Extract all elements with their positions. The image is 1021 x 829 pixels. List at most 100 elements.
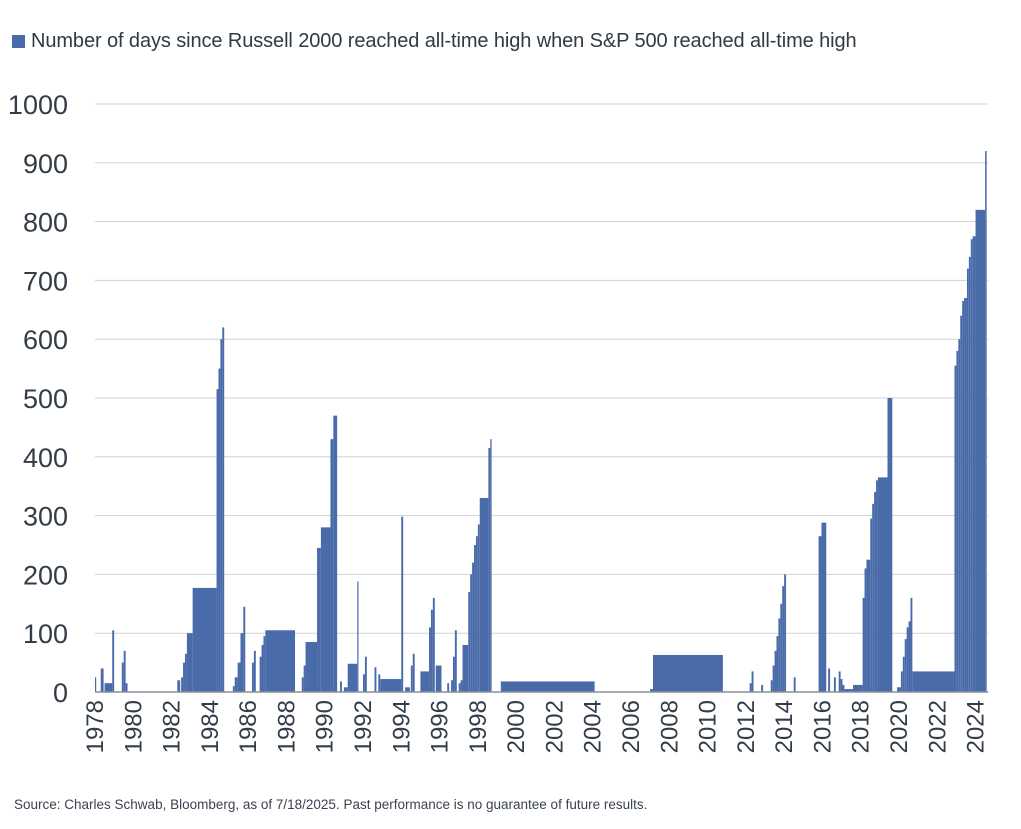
y-tick-label: 800 <box>23 208 68 238</box>
data-bar <box>100 668 104 692</box>
y-tick-label: 200 <box>23 560 68 590</box>
data-bar <box>772 665 775 692</box>
x-tick-label: 2016 <box>809 700 836 753</box>
data-bar <box>870 518 873 692</box>
data-bar <box>301 677 304 692</box>
data-bar <box>780 603 783 692</box>
data-bar <box>261 644 264 692</box>
y-tick-label: 100 <box>23 619 68 649</box>
x-tick-label: 2006 <box>618 700 645 753</box>
data-bar <box>964 298 967 692</box>
x-tick-label: 1992 <box>350 700 377 753</box>
data-bar <box>218 368 221 692</box>
y-tick-label: 300 <box>23 502 68 532</box>
data-bar <box>430 609 433 692</box>
data-bar <box>121 662 124 692</box>
data-bar <box>902 656 905 692</box>
data-bar <box>234 677 238 692</box>
data-bar <box>956 350 959 692</box>
data-bar <box>488 447 491 692</box>
data-bar <box>474 545 476 692</box>
x-tick-label: 2024 <box>963 700 990 753</box>
data-bar <box>897 687 901 692</box>
x-tick-label: 1978 <box>82 700 109 753</box>
data-bar <box>770 680 773 692</box>
data-bar <box>821 522 827 692</box>
x-tick-label: 2008 <box>656 700 683 753</box>
data-bar <box>472 562 475 692</box>
x-tick-label: 2014 <box>771 700 798 753</box>
data-bar <box>475 536 478 692</box>
data-bar <box>380 679 402 692</box>
data-bar <box>866 559 871 692</box>
data-bar <box>900 671 903 692</box>
data-bar <box>968 256 971 692</box>
data-bar <box>985 151 987 693</box>
data-bar <box>966 268 969 692</box>
data-bar <box>784 574 787 692</box>
x-tick-label: 1996 <box>427 700 454 753</box>
data-bar <box>451 680 453 692</box>
data-bar <box>253 650 256 692</box>
x-tick-label: 1998 <box>465 700 492 753</box>
data-bar <box>410 665 413 692</box>
data-bar <box>125 683 128 692</box>
x-tick-label: 1980 <box>120 700 147 753</box>
data-bar <box>429 627 431 692</box>
data-bar <box>432 597 435 692</box>
data-bar <box>343 687 348 692</box>
data-bar <box>303 665 306 692</box>
x-tick-label: 2002 <box>541 700 568 753</box>
data-bar <box>838 671 841 692</box>
data-bar <box>862 597 865 692</box>
x-tick-label: 2000 <box>503 700 530 753</box>
data-bar <box>181 677 184 692</box>
data-bar <box>405 687 410 692</box>
data-bar <box>186 633 193 692</box>
data-bar <box>840 679 843 692</box>
chart-legend: Number of days since Russell 2000 reache… <box>12 30 857 53</box>
data-bar <box>500 681 595 692</box>
data-bar <box>904 639 907 692</box>
data-bar <box>749 683 752 692</box>
data-bar <box>774 650 777 692</box>
source-note: Source: Charles Schwab, Bloomberg, as of… <box>14 797 648 812</box>
data-bar <box>305 642 318 692</box>
data-bar <box>970 239 973 693</box>
data-bar <box>330 439 334 692</box>
data-bar <box>420 671 430 692</box>
data-bar <box>828 668 831 692</box>
x-tick-label: 1988 <box>273 700 300 753</box>
x-tick-label: 1982 <box>159 700 186 753</box>
data-bar <box>490 439 492 692</box>
data-bar <box>853 684 863 692</box>
data-bar <box>761 684 764 692</box>
data-bar <box>412 653 415 692</box>
data-bar <box>317 547 321 692</box>
data-bar <box>364 656 367 692</box>
data-bar <box>864 568 867 692</box>
data-bar <box>887 398 893 692</box>
data-bar <box>844 689 854 692</box>
x-tick-label: 2010 <box>695 700 722 753</box>
data-bar <box>972 236 976 693</box>
data-bar <box>778 618 781 692</box>
data-bar <box>183 662 185 692</box>
data-bar <box>818 536 822 692</box>
data-bar <box>650 689 654 692</box>
data-bar <box>912 671 955 692</box>
x-tick-label: 1994 <box>388 700 415 753</box>
data-bar <box>184 653 187 692</box>
data-bar <box>357 581 359 692</box>
data-bar <box>374 667 377 692</box>
data-bar <box>320 527 331 692</box>
series-bars <box>95 151 987 693</box>
data-bar <box>776 636 779 692</box>
y-tick-label: 600 <box>23 325 68 355</box>
data-bar <box>833 677 836 692</box>
chart-plot: 0 100 200 300 400 500 600 700 800 900 1000 1978 1980… <box>8 90 990 753</box>
data-bar <box>872 503 875 692</box>
data-bar <box>216 389 219 692</box>
data-bar <box>876 480 878 692</box>
data-bar <box>877 477 888 692</box>
